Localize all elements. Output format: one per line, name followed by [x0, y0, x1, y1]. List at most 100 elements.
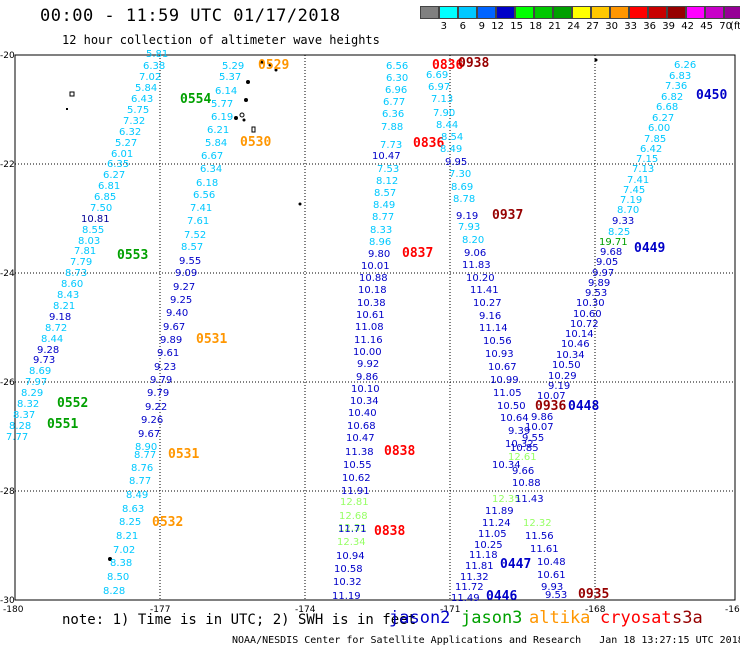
wave-height-value: 7.13	[431, 94, 453, 105]
wave-height-value: 8.49	[373, 200, 395, 211]
wave-height-value: 10.61	[537, 570, 566, 581]
axis-tick-labels: -180 -177 -174 -171 -168 -16 -20 -22 -24 -26 -28 -3…	[0, 51, 740, 615]
wave-height-value: 9.67	[163, 322, 185, 333]
wave-height-value: 8.54	[441, 132, 463, 143]
wave-height-values: 5.816.387.025.846.435.757.326.325.276.01…	[6, 49, 727, 604]
wave-height-value: 8.12	[376, 176, 398, 187]
wave-height-value: 9.97	[592, 268, 614, 279]
pass-time-label: 0446	[486, 589, 517, 604]
wave-height-value: 9.40	[166, 308, 188, 319]
color-swatch	[439, 6, 458, 19]
color-swatch	[420, 6, 439, 19]
wave-height-value: 10.85	[510, 443, 539, 454]
wave-height-value: 6.69	[426, 70, 448, 81]
wave-height-value: 11.38	[345, 447, 374, 458]
wave-height-value: 11.19	[332, 591, 361, 602]
wave-height-value: 6.85	[94, 192, 116, 203]
wave-height-value: 7.61	[187, 216, 209, 227]
wave-height-value: 8.21	[53, 301, 75, 312]
wave-height-value: 10.60	[573, 309, 602, 320]
color-scale-label: 36	[643, 21, 656, 32]
wave-height-value: 8.77	[372, 212, 394, 223]
wave-height-value: 9.23	[154, 362, 176, 373]
wave-height-value: 11.16	[354, 335, 383, 346]
wave-height-value: 8.72	[45, 323, 67, 334]
color-scale-label: 12	[491, 21, 504, 32]
map-title: 00:00 - 11:59 UTC 01/17/2018	[40, 6, 341, 26]
wave-height-value: 11.05	[478, 529, 507, 540]
wave-height-value: 6.96	[385, 85, 407, 96]
wave-height-value: 11.24	[482, 518, 511, 529]
latitude-tick-label: -28	[0, 487, 15, 497]
footnote: note: 1) Time is in UTC; 2) SWH is in fe…	[62, 612, 417, 628]
wave-height-value: 10.81	[81, 214, 110, 225]
pass-time-label: 0838	[374, 524, 405, 539]
wave-height-value: 10.72	[570, 319, 599, 330]
wave-height-value: 10.88	[359, 273, 388, 284]
pass-time-label: 0554	[180, 92, 211, 107]
wave-height-value: 5.84	[135, 83, 157, 94]
color-scale-label: 24	[567, 21, 580, 32]
wave-height-value: 11.83	[462, 260, 491, 271]
wave-height-value: 8.44	[41, 334, 63, 345]
island-shapes	[66, 58, 598, 561]
wave-height-value: 6.30	[386, 73, 408, 84]
wave-height-value: 12.61	[508, 452, 537, 463]
wave-height-value: 8.33	[370, 225, 392, 236]
wave-height-value: 9.79	[147, 388, 169, 399]
wave-height-value: 6.83	[669, 71, 691, 82]
wave-height-value: 10.20	[466, 273, 495, 284]
wave-height-value: 10.50	[497, 401, 526, 412]
wave-height-value: 9.89	[160, 335, 182, 346]
wave-height-value: 10.07	[537, 391, 566, 402]
color-scale-label: (ft)	[729, 21, 740, 32]
color-swatch	[724, 6, 740, 19]
wave-height-value: 11.56	[525, 531, 554, 542]
wave-height-value: 7.90	[433, 108, 455, 119]
latitude-tick-label: -26	[0, 378, 15, 388]
wave-height-value: 5.27	[115, 138, 137, 149]
wave-height-value: 11.72	[455, 582, 484, 593]
wave-height-value: 7.15	[636, 154, 658, 165]
wave-height-value: 10.38	[357, 298, 386, 309]
wave-height-value: 11.71	[338, 524, 367, 535]
wave-height-value: 11.81	[465, 561, 494, 572]
wave-height-value: 7.52	[184, 230, 206, 241]
color-scale-label: 39	[662, 21, 675, 32]
wave-height-value: 11.08	[355, 322, 384, 333]
pass-time-label: 0935	[578, 587, 609, 602]
wave-height-value: 8.03	[78, 236, 100, 247]
pass-time-label: 0836	[413, 136, 444, 151]
wave-height-value: 8.28	[9, 421, 31, 432]
wave-height-value: 8.21	[116, 531, 138, 542]
wave-height-value: 8.63	[122, 504, 144, 515]
wave-height-value: 11.05	[493, 388, 522, 399]
pass-time-label: 0553	[117, 248, 148, 263]
wave-height-value: 7.13	[632, 164, 654, 175]
color-swatch	[610, 6, 629, 19]
pass-time-label: 0552	[57, 396, 88, 411]
color-swatch	[534, 6, 553, 19]
wave-height-value: 8.44	[436, 120, 458, 131]
latitude-tick-label: -22	[0, 160, 15, 170]
longitude-tick-label: -171	[440, 605, 460, 615]
pass-time-label: 0531	[196, 332, 227, 347]
wave-height-value: 8.25	[608, 227, 630, 238]
pass-time-label: 0837	[402, 246, 433, 261]
wave-height-value: 9.86	[356, 372, 378, 383]
wave-height-value: 10.00	[353, 347, 382, 358]
wave-height-value: 6.18	[196, 178, 218, 189]
wave-height-value: 10.93	[485, 349, 514, 360]
wave-height-value: 8.77	[129, 476, 151, 487]
wave-height-value: 8.69	[29, 366, 51, 377]
wave-height-value: 10.50	[552, 360, 581, 371]
wave-height-value: 8.25	[119, 517, 141, 528]
wave-height-value: 9.73	[33, 355, 55, 366]
wave-height-value: 8.49	[440, 144, 462, 155]
lat-lon-grid	[14, 54, 736, 601]
wave-height-value: 9.86	[531, 412, 553, 423]
wave-height-value: 7.41	[190, 203, 212, 214]
wave-height-value: 10.47	[372, 151, 401, 162]
